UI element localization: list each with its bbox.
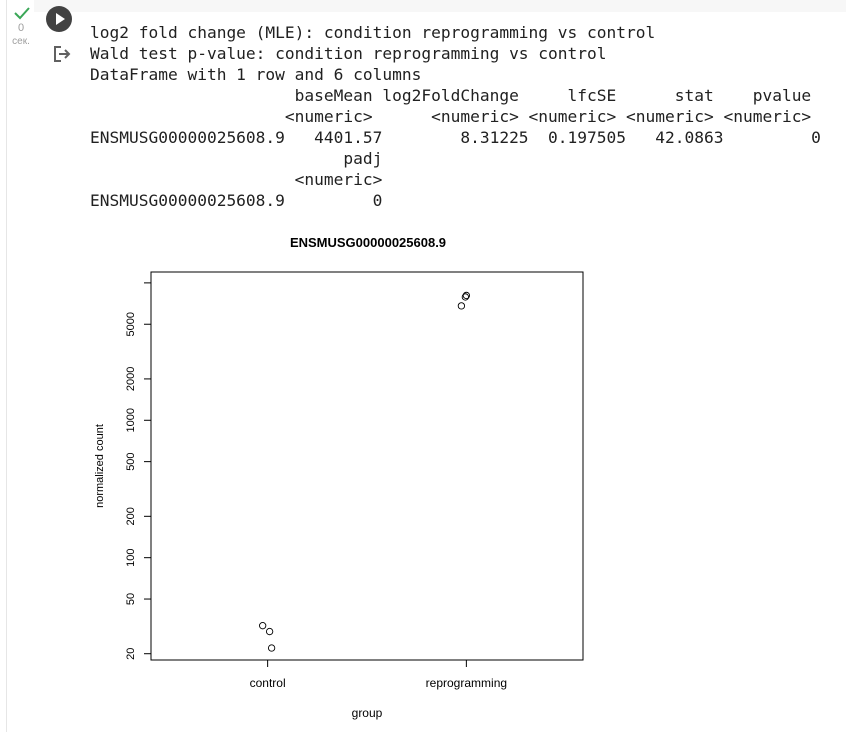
y-axis-label: normalized count xyxy=(94,424,106,508)
plot-frame xyxy=(150,271,584,661)
data-point xyxy=(267,644,276,652)
x-axis-label: group xyxy=(352,706,383,720)
data-point xyxy=(265,627,274,636)
x-axis: control reprogramming xyxy=(250,660,507,690)
run-cell-button[interactable] xyxy=(46,6,72,32)
checkmark-icon xyxy=(14,7,30,20)
output-line: ENSMUSG00000025608.9 0 xyxy=(90,191,383,210)
cell-gutter-line xyxy=(6,0,7,732)
output-line: baseMean log2FoldChange lfcSE stat pvalu… xyxy=(90,86,812,105)
y-tick-label: 1000 xyxy=(125,408,137,432)
y-tick-label: 2000 xyxy=(125,367,137,391)
cell-output-text: log2 fold change (MLE): condition reprog… xyxy=(90,22,821,211)
output-line: log2 fold change (MLE): condition reprog… xyxy=(90,23,656,42)
output-line: ENSMUSG00000025608.9 4401.57 8.31225 0.1… xyxy=(90,128,821,147)
data-point xyxy=(259,622,267,630)
output-line: DataFrame with 1 row and 6 columns xyxy=(90,65,422,84)
output-line: padj xyxy=(90,149,383,168)
chart-title: ENSMUSG00000025608.9 xyxy=(290,235,446,250)
output-line: Wald test p-value: condition reprogrammi… xyxy=(90,44,607,63)
cell-top-bar xyxy=(34,0,846,12)
y-tick-label: 50 xyxy=(125,593,137,605)
output-line: <numeric> xyxy=(90,170,383,189)
data-point xyxy=(461,293,470,301)
x-tick-label: control xyxy=(250,676,286,690)
y-tick-label: 20 xyxy=(125,648,137,660)
data-point xyxy=(457,302,466,310)
y-tick-label: 5000 xyxy=(125,312,137,336)
execution-time-unit: сек. xyxy=(12,36,30,47)
output-redirect-icon[interactable] xyxy=(52,45,72,63)
y-tick-label: 100 xyxy=(125,548,137,566)
output-line: <numeric> <numeric> <numeric> <numeric> … xyxy=(90,107,812,126)
y-tick-label: 200 xyxy=(125,507,137,525)
data-point xyxy=(462,291,471,300)
data-points xyxy=(259,291,471,652)
y-axis: 20 50 100 200 500 1000 2000 5000 xyxy=(125,282,152,660)
x-tick-label: reprogramming xyxy=(426,676,507,690)
execution-count: 0 xyxy=(17,22,25,34)
y-tick-label: 500 xyxy=(125,452,137,470)
